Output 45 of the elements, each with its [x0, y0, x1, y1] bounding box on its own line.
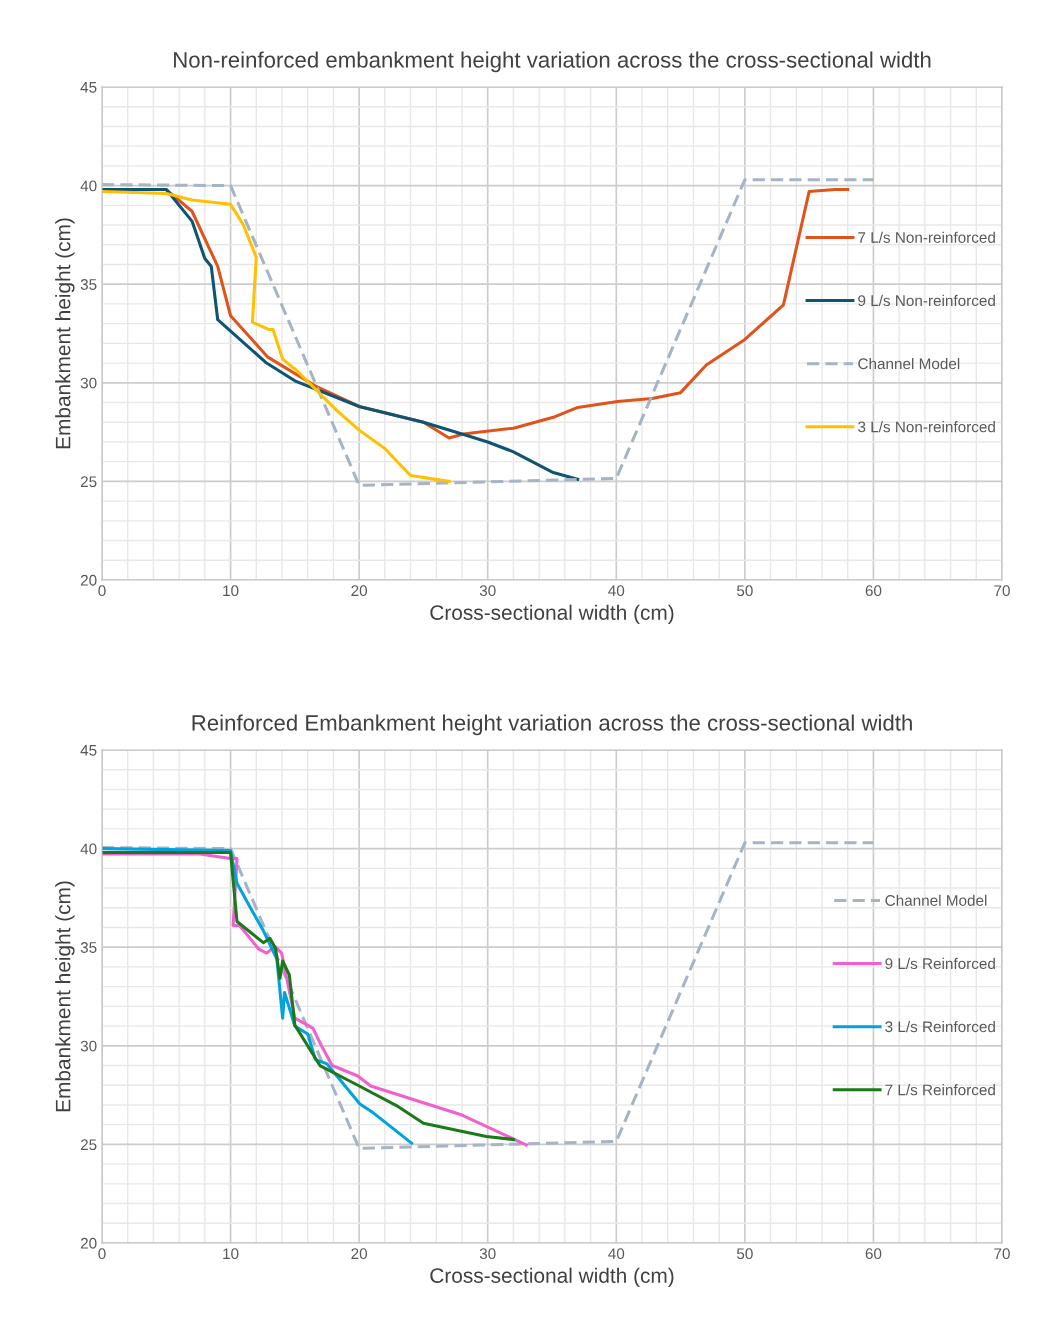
legend-label: 9 L/s Non-reinforced — [858, 294, 995, 307]
legend-label: 3 L/s Non-reinforced — [858, 421, 995, 433]
x-tick-label: 30 — [479, 585, 496, 597]
x-tick-label: 60 — [865, 585, 882, 597]
y-tick-label: 25 — [80, 1139, 97, 1151]
y-tick-label: 25 — [80, 476, 97, 488]
chart-title: Reinforced Embankment height variation across the cross-sectional width — [192, 714, 912, 736]
x-tick-label: 50 — [736, 585, 753, 597]
x-axis-title: Cross-sectional width (cm) — [430, 1267, 674, 1288]
x-tick-label: 70 — [994, 585, 1010, 597]
x-tick-label: 50 — [736, 1248, 753, 1260]
x-tick-label: 30 — [479, 1248, 496, 1260]
legend-label: Channel Model — [885, 894, 987, 906]
x-tick-label: 10 — [223, 585, 239, 597]
legend-label: 3 L/s Reinforced — [885, 1020, 995, 1033]
y-tick-label: 40 — [80, 843, 97, 855]
x-tick-label: 70 — [994, 1248, 1010, 1260]
x-tick-label: 20 — [351, 1248, 368, 1260]
y-axis-title: Embankment height (cm) — [55, 218, 75, 449]
y-tick-label: 20 — [80, 574, 97, 586]
y-tick-label: 35 — [80, 279, 97, 290]
legend-label: 7 L/s Non-reinforced — [858, 231, 995, 243]
x-tick-label: 20 — [351, 585, 368, 597]
line-series — [102, 841, 875, 1150]
legend-label: 9 L/s Reinforced — [885, 957, 995, 970]
x-tick-label: 60 — [865, 1248, 882, 1260]
y-tick-label: 20 — [80, 1237, 97, 1249]
chart-title: Non-reinforced embankment height variation across the cross-sectional width — [174, 51, 931, 73]
y-tick-label: 30 — [80, 377, 97, 389]
x-tick-label: 10 — [223, 1248, 239, 1260]
legend-label: Channel Model — [858, 357, 960, 370]
y-tick-label: 45 — [80, 745, 97, 756]
x-tick-label: 40 — [608, 1248, 625, 1260]
x-tick-label: 0 — [98, 1248, 106, 1260]
y-axis-title: Embankment height (cm) — [55, 881, 75, 1112]
legend-label: 7 L/s Reinforced — [885, 1084, 995, 1096]
x-tick-label: 40 — [608, 585, 625, 597]
line-series — [102, 188, 580, 481]
y-tick-label: 30 — [80, 1040, 97, 1052]
y-tick-label: 35 — [80, 942, 97, 953]
x-tick-label: 0 — [98, 585, 106, 597]
y-tick-label: 45 — [80, 82, 97, 93]
x-axis-title: Cross-sectional width (cm) — [430, 604, 674, 625]
line-series — [102, 189, 451, 483]
y-tick-label: 40 — [80, 180, 97, 192]
